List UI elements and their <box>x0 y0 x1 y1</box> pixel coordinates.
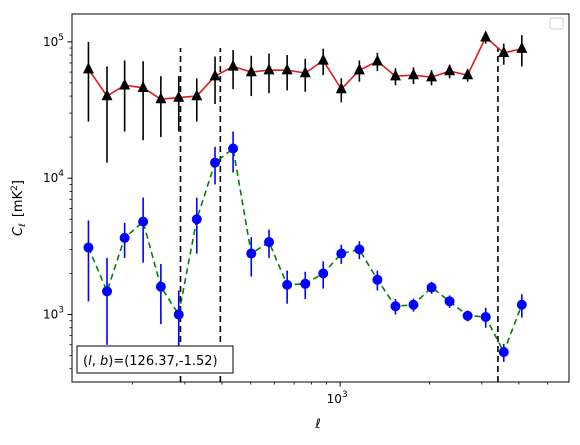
series-line <box>87 147 523 355</box>
plot-frame <box>71 13 570 383</box>
data-point <box>155 281 166 292</box>
data-point <box>444 296 455 307</box>
data-point <box>173 309 184 320</box>
data-point <box>228 143 239 154</box>
data-point <box>318 268 329 279</box>
annotation-box <box>76 345 234 374</box>
annotation-b: b <box>100 354 108 369</box>
legend-box <box>549 17 564 30</box>
x-tick-label: 103 <box>327 390 348 406</box>
errorbar-layer <box>87 31 523 362</box>
data-point <box>191 214 202 225</box>
y-tick-label: 104 <box>43 169 64 185</box>
marker-layer <box>82 30 528 358</box>
annotation: (l, b)=(126.37,-1.52) <box>76 345 234 374</box>
data-point <box>354 244 365 255</box>
data-point <box>263 237 274 248</box>
data-point <box>119 232 130 243</box>
data-point <box>83 242 94 253</box>
data-point <box>336 248 347 259</box>
annotation-l: l <box>88 354 92 369</box>
data-point <box>480 311 491 322</box>
data-point <box>155 92 167 104</box>
data-point <box>371 54 383 66</box>
data-point <box>498 46 510 58</box>
data-point <box>407 68 419 80</box>
data-point <box>426 282 437 293</box>
y-tick-label: 103 <box>43 306 64 322</box>
data-point <box>137 80 149 92</box>
y-axis-label-close: ] <box>11 180 26 185</box>
axes-layer: 103 103 104 105 <box>43 13 570 406</box>
data-point <box>462 68 474 80</box>
data-point <box>191 89 203 101</box>
data-point <box>300 278 311 289</box>
data-point <box>516 299 527 310</box>
data-point <box>246 248 257 259</box>
data-point <box>209 69 221 81</box>
data-point <box>390 301 401 312</box>
y-axis-label-sup: 2 <box>10 185 20 191</box>
data-point <box>480 30 492 42</box>
data-point <box>353 63 365 75</box>
data-point <box>299 66 311 78</box>
data-point <box>101 89 113 101</box>
data-point <box>281 63 293 75</box>
data-point <box>227 59 239 71</box>
y-axis-label-unit: [mK <box>11 190 26 217</box>
data-point <box>462 310 473 321</box>
data-point <box>426 70 438 82</box>
y-tick-label: 105 <box>43 33 64 49</box>
data-point <box>102 286 113 297</box>
data-point <box>516 41 528 53</box>
data-point <box>444 64 456 76</box>
data-point <box>119 78 131 90</box>
y-axis-label-sub: ℓ <box>18 223 28 228</box>
annotation-values: =(126.37,-1.52) <box>113 354 217 369</box>
data-point <box>210 157 221 168</box>
data-point <box>138 216 149 227</box>
data-point <box>372 274 383 285</box>
data-point <box>498 347 509 358</box>
data-point <box>408 299 419 310</box>
data-point <box>263 63 275 75</box>
vline-layer <box>179 48 499 382</box>
y-axis-label: Cℓ [mK2] <box>10 180 28 236</box>
annotation-text: (l, b)=(126.37,-1.52) <box>83 354 218 369</box>
x-axis-label: ℓ <box>314 417 320 432</box>
data-point <box>82 62 94 74</box>
data-point <box>317 53 329 65</box>
data-point <box>335 82 347 94</box>
data-point <box>245 65 257 77</box>
data-point <box>282 279 293 290</box>
data-point <box>173 90 185 102</box>
y-axis-label-main: C <box>11 226 26 236</box>
data-point <box>389 69 401 81</box>
